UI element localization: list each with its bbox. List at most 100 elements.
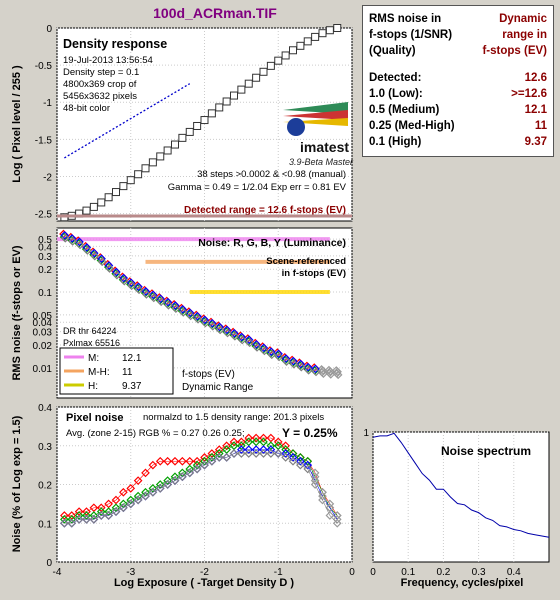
noise-marker-b [207, 318, 217, 328]
noise-marker-b [75, 237, 84, 247]
density-square-marker [296, 41, 305, 50]
pixel-noise-marker-y [303, 464, 313, 474]
noise-marker-b [156, 294, 165, 304]
pixel-max-text: Pxlmax 65516 [63, 338, 120, 348]
pixel-noise-marker-b [281, 449, 290, 458]
row-value: 12.6 [524, 72, 547, 84]
noise-marker-y [164, 300, 173, 310]
noise-marker-b [325, 367, 335, 376]
noise-marker-y [75, 240, 85, 250]
figure-title: 100d_ACRman.TIF [153, 5, 277, 21]
density-square-marker [244, 79, 253, 88]
pixel-noise-marker-y [163, 480, 172, 489]
legend-value: 12.1 [122, 353, 142, 364]
noise-marker-y [142, 290, 151, 299]
noise-marker-y [267, 350, 277, 360]
noise-marker-b [119, 273, 129, 283]
noise-marker-b [215, 322, 224, 332]
noise-marker-y [319, 369, 328, 379]
noise-marker-b [296, 359, 306, 369]
x-tick-label: 0.4 [507, 567, 521, 578]
pixel-noise-marker-r [163, 456, 172, 466]
pixel-noise-marker-y [60, 518, 69, 528]
y-tick-label: -2.5 [35, 210, 53, 221]
density-square-marker [141, 164, 150, 173]
density-square-marker [112, 188, 120, 197]
density-tick-labels: 0 -0.5 -1 -1.5 -2 -2.5 [35, 24, 53, 221]
density-square-marker [215, 103, 224, 112]
pixel-noise-marker-g [82, 511, 91, 520]
pixel-noise-marker-g [126, 495, 136, 505]
density-square-marker [252, 73, 261, 82]
density-square-marker [200, 116, 209, 125]
noise-marker-y [193, 314, 203, 324]
pixel-noise-marker-y [207, 456, 217, 466]
pixel-noise-marker-y [310, 480, 320, 489]
noise-marker-b [134, 282, 143, 292]
noise-tick-labels: 0.50.40.3 0.2 0.1 0.050.040.03 0.02 0.01 [33, 235, 53, 375]
pixel-noise-marker-g [178, 468, 187, 478]
pixel-noise-marker-r [148, 460, 158, 470]
row-value: >=12.6 [511, 88, 547, 100]
pixel-noise-marker-g [170, 472, 180, 482]
noise-marker-y [112, 270, 122, 280]
pixel-noise-line-g [64, 441, 338, 520]
legend-value: 9.37 [122, 381, 142, 392]
noise-marker-b [89, 248, 99, 258]
pixel-noise-marker-g [104, 507, 113, 516]
pixel-noise-marker-y [133, 495, 143, 505]
density-square-marker [185, 127, 194, 136]
frequency-xlabel: Frequency, cycles/pixel [401, 577, 524, 589]
noise-marker-b [311, 364, 320, 374]
pixel-noise-marker-y [325, 511, 335, 520]
row-label: 0.5 (Medium) [369, 104, 440, 116]
normalized-text: normalzd to 1.5 density range: 201.3 pix… [143, 412, 324, 423]
pixel-noise-marker-g [133, 491, 143, 501]
noise-marker-b [266, 347, 276, 357]
noise-marker-b [141, 287, 151, 296]
density-info-line: 48-bit color [63, 103, 110, 114]
pixel-noise-marker-r [126, 484, 136, 493]
noise-marker-y [60, 233, 70, 243]
pixel-noise-markers [60, 433, 342, 528]
noise-marker-y [311, 367, 321, 377]
pixel-noise-marker-y [214, 453, 224, 462]
pixel-noise-marker-y [104, 511, 113, 520]
noise-marker-b [193, 311, 202, 321]
density-info-line: Density step = 0.1 [63, 67, 139, 78]
y-tick-label: 0.5 [38, 235, 52, 246]
pixel-noise-marker-y [82, 515, 91, 524]
noise-marker-b [185, 308, 195, 318]
noise-marker-y [134, 285, 144, 295]
legend-note: f-stops (EV) [182, 369, 235, 380]
spectrum-panel: 0 0.1 0.2 0.3 0.4 1 Noise spectrum Frequency,… [363, 428, 550, 589]
noise-marker-y [208, 321, 218, 331]
logo-ray [283, 102, 348, 114]
logo-globe [287, 118, 305, 136]
noise-marker-y [326, 370, 336, 379]
density-square-marker [318, 29, 327, 38]
noise-marker-b [97, 254, 106, 264]
pixel-noise-marker-r [222, 441, 231, 451]
table-row: 0.1 (High) 9.37 [369, 134, 547, 150]
y-tick-label: 0.4 [38, 242, 52, 253]
pixel-noise-marker-y [141, 491, 150, 501]
spectrum-plot-area [372, 431, 550, 563]
pixel-noise-marker-r [251, 433, 261, 443]
pixel-noise-marker-g [192, 460, 202, 470]
noise-marker-b [244, 335, 254, 345]
noise-marker-y [274, 352, 284, 362]
density-square-marker [303, 37, 312, 46]
noise-marker-b [82, 243, 92, 252]
table-row: Detected: 12.6 [369, 70, 547, 86]
density-gridlines [56, 27, 353, 221]
pixel-noise-marker-y [111, 507, 121, 516]
dr-threshold-text: DR thr 64224 [63, 326, 117, 336]
noise-marker-y [97, 257, 107, 267]
luminance-noise-text: Y = 0.25% [282, 426, 338, 440]
pixel-noise-marker-y [259, 449, 268, 458]
legend-label: M-H: [88, 367, 110, 378]
noise-marker-b [67, 234, 77, 243]
y-tick-label: -2 [43, 172, 52, 183]
density-square-marker [237, 85, 246, 94]
